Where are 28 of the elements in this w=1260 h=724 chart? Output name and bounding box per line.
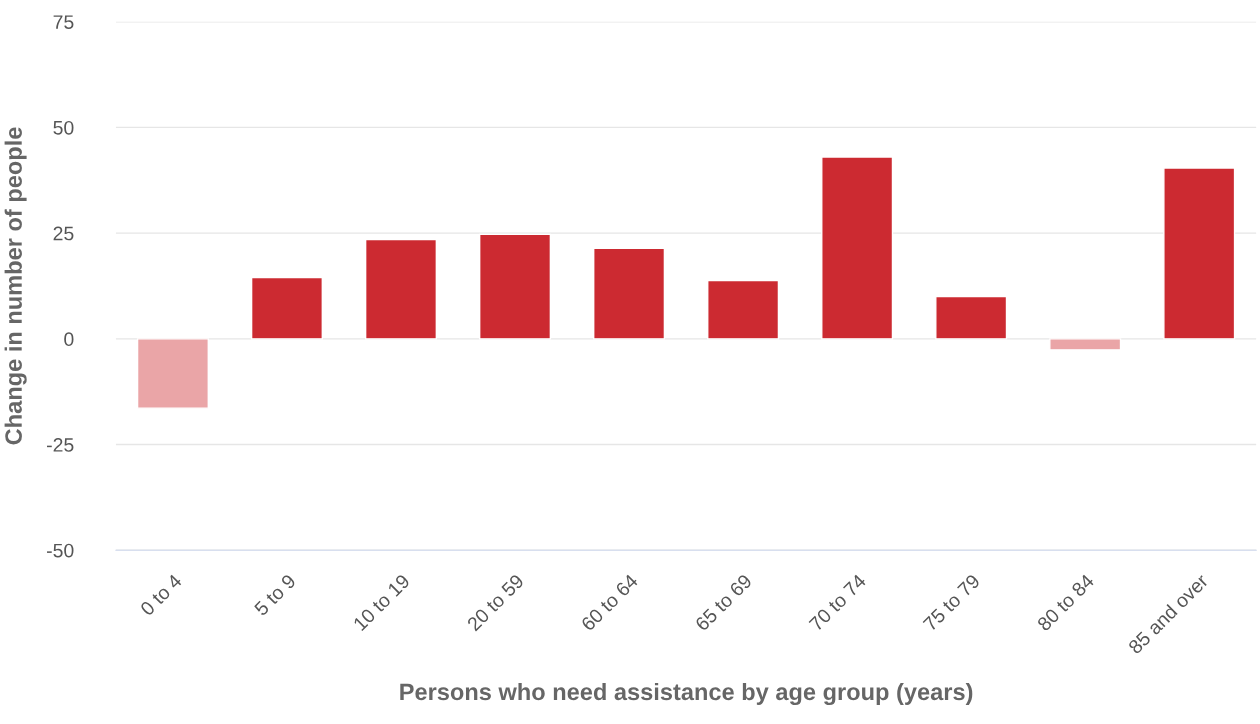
x-tick-label: 0 to 4 (139, 573, 183, 617)
bar (250, 276, 324, 340)
x-tick-label: 70 to 74 (808, 573, 867, 632)
y-tick-label: -50 (47, 543, 74, 558)
x-tick-label: 10 to 19 (352, 573, 411, 632)
y-tick-label: 25 (53, 226, 74, 241)
bar (707, 279, 780, 340)
y-tick-label: 50 (53, 120, 74, 135)
y-tick-label: 75 (53, 15, 74, 29)
x-axis-title: Persons who need assistance by age group (years) (400, 682, 973, 706)
y-axis-title: Change in number of people (4, 127, 27, 445)
bar (593, 247, 666, 340)
x-tick-label: 75 to 79 (922, 573, 981, 632)
x-tick-label: 20 to 59 (466, 573, 525, 632)
bar (136, 338, 209, 409)
x-tick-label: 5 to 9 (253, 573, 297, 617)
x-tick-label: 80 to 84 (1036, 573, 1095, 632)
bar (821, 156, 894, 340)
y-tick-label: -25 (47, 438, 74, 452)
bar (1163, 167, 1236, 340)
bar (1049, 338, 1122, 351)
x-tick-label: 60 to 64 (580, 573, 639, 632)
y-tick-label: 0 (64, 332, 74, 347)
bar (478, 233, 552, 340)
x-tick-label: 85 and over (1127, 572, 1210, 655)
bar (935, 295, 1008, 340)
bar (364, 238, 438, 340)
x-tick-label: 65 to 69 (694, 573, 753, 632)
